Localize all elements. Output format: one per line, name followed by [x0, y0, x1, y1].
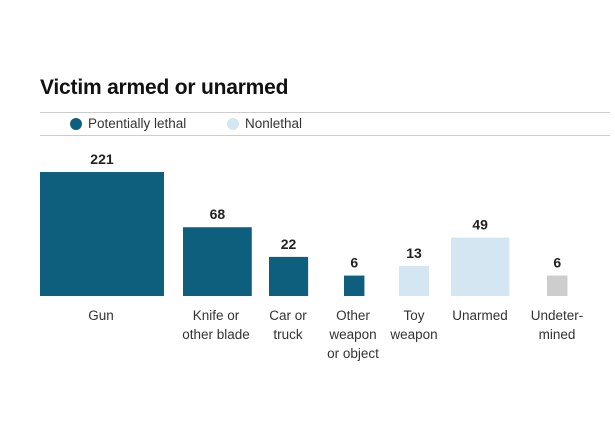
category-label-0: Gun [88, 308, 114, 323]
chart-title: Victim armed or unarmed [40, 76, 289, 99]
legend: Potentially lethal Nonlethal [40, 112, 610, 136]
bar-0 [40, 172, 164, 296]
legend-label: Potentially lethal [88, 116, 187, 131]
legend-swatch-nonlethal [227, 117, 239, 130]
bar-3 [344, 275, 365, 296]
legend-item-potentially-lethal: Potentially lethal [70, 116, 186, 131]
legend-label: Nonlethal [245, 116, 303, 131]
value-label-6: 6 [553, 255, 561, 271]
legend-item-nonlethal: Nonlethal [227, 116, 302, 131]
bar-4 [399, 265, 430, 296]
bar-6 [547, 275, 568, 296]
value-label-2: 22 [281, 236, 297, 252]
category-label-2: Car or truck [269, 308, 307, 342]
category-label-6: Undeter-mined [531, 308, 584, 342]
bar-5 [451, 237, 510, 296]
category-label-3: Other weapon or object [327, 308, 379, 361]
legend-swatch-potentially-lethal [70, 117, 82, 130]
value-label-0: 221 [90, 151, 114, 167]
value-label-3: 6 [350, 255, 358, 271]
value-label-5: 49 [472, 217, 488, 233]
category-label-1: Knife or other blade [182, 308, 250, 342]
value-label-1: 68 [210, 206, 226, 222]
bar-1 [183, 227, 252, 296]
category-label-5: Unarmed [452, 308, 508, 323]
value-label-4: 13 [406, 245, 422, 261]
category-label-4: Toy weapon [389, 308, 437, 342]
bar-2 [269, 256, 309, 296]
